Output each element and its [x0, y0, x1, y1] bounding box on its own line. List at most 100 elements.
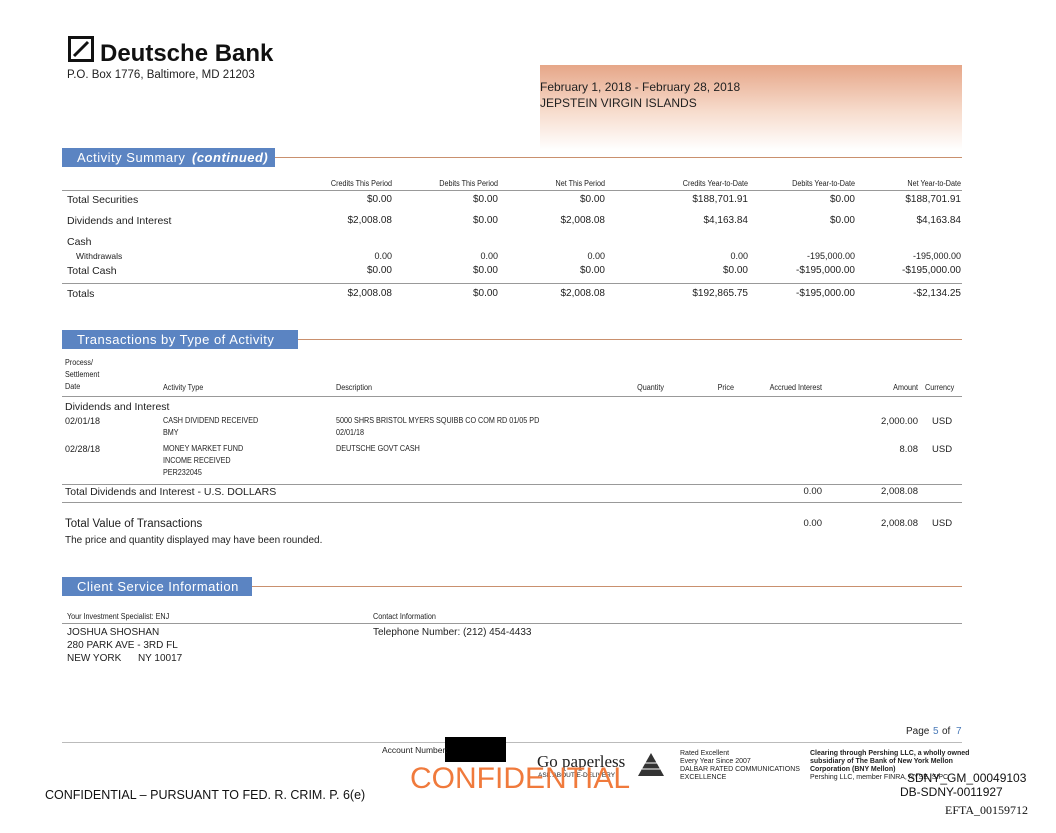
cell: $0.00: [366, 194, 392, 205]
column-header: Amount: [893, 383, 918, 392]
rated-line: Rated Excellent: [680, 750, 730, 757]
cell: $2,008.08: [560, 215, 606, 226]
row-label: Totals: [67, 288, 95, 300]
amount: 2,008.08: [881, 486, 918, 497]
confidential-stamp: CONFIDENTIAL: [410, 762, 631, 795]
activity-type: INCOME RECEIVED: [163, 456, 231, 465]
cell: $4,163.84: [703, 215, 749, 226]
section-title: Activity Summary: [77, 150, 186, 165]
bates-number: EFTA_00159712: [945, 803, 1029, 817]
contact: Telephone Number: (212) 454-4433: [373, 627, 532, 638]
row-label: Dividends and Interest: [67, 215, 172, 227]
section-bar: [62, 330, 298, 349]
cell: $0.00: [366, 265, 392, 276]
column-header: Currency: [925, 383, 955, 392]
section-rule: [298, 339, 962, 340]
cell: $2,008.08: [560, 288, 606, 299]
logo-text: Deutsche Bank: [100, 40, 274, 67]
currency: USD: [932, 416, 953, 427]
cell: $0.00: [829, 215, 855, 226]
section-label: Dividends and Interest: [65, 401, 170, 413]
amount: 2,000.00: [881, 416, 918, 427]
clearing-line: Pershing LLC, member FINRA, NYSE, SIPC: [810, 774, 949, 781]
cell: $0.00: [829, 194, 855, 205]
cell: $4,163.84: [916, 215, 962, 226]
column-header: Debits This Period: [439, 179, 498, 188]
amount: 2,008.08: [881, 518, 918, 529]
section-title-suffix: (continued): [192, 150, 269, 165]
column-header: Accrued Interest: [769, 383, 822, 392]
page-number: 5: [933, 726, 939, 737]
header-box: [540, 65, 962, 150]
cell: $0.00: [472, 215, 498, 226]
activity-type: BMY: [163, 428, 179, 437]
section-rule: [252, 586, 962, 587]
activity-type: MONEY MARKET FUND: [163, 444, 244, 453]
go-paperless: Go paperless: [537, 752, 626, 771]
column-header: Your Investment Specialist: ENJ: [67, 612, 170, 621]
rule: [62, 283, 962, 284]
address-line: JOSHUA SHOSHAN: [67, 627, 160, 638]
column-header: Net This Period: [555, 179, 606, 188]
cell: -$195,000.00: [796, 288, 855, 299]
cell: -195,000.00: [912, 251, 961, 261]
page-of: of: [942, 726, 951, 737]
cell: 0.00: [480, 251, 498, 261]
pyramid-icon: [638, 753, 664, 776]
rule: [62, 742, 962, 743]
section-title: Transactions by Type of Activity: [77, 332, 275, 347]
currency: USD: [932, 518, 953, 529]
total-label: Total Value of Transactions: [65, 518, 203, 530]
period: February 1, 2018 - February 28, 2018: [540, 80, 741, 94]
rule: [62, 396, 962, 397]
column-header: Settlement: [65, 370, 100, 379]
description: 02/01/18: [336, 428, 365, 437]
rated-line: DALBAR RATED COMMUNICATIONS: [680, 766, 800, 773]
column-header: Contact Information: [373, 612, 436, 621]
section-rule: [275, 157, 962, 158]
section-title: Client Service Information: [77, 579, 239, 594]
activity-type: PER232045: [163, 468, 202, 477]
cell: $188,701.91: [905, 194, 961, 205]
bates-number: SDNY_GM_00049103: [907, 771, 1027, 785]
cell: 0.00: [587, 251, 605, 261]
confidential-notice: CONFIDENTIAL – PURSUANT TO FED. R. CRIM.…: [45, 788, 366, 802]
rule: [62, 484, 962, 485]
description: 5000 SHRS BRISTOL MYERS SQUIBB CO COM RD…: [336, 416, 540, 425]
cell: 0.00: [374, 251, 392, 261]
currency: USD: [932, 444, 953, 455]
column-header: Debits Year-to-Date: [792, 179, 855, 188]
address-line: 280 PARK AVE - 3RD FL: [67, 640, 178, 651]
cell: $192,865.75: [692, 288, 748, 299]
rule: [62, 190, 962, 191]
bates-number: DB-SDNY-0011927: [900, 785, 1003, 799]
cell: -$2,134.25: [913, 288, 961, 299]
cell: $0.00: [472, 288, 498, 299]
page-total: 7: [956, 726, 962, 737]
cell: $0.00: [722, 265, 748, 276]
row-label: Cash: [67, 236, 92, 248]
logo-mark: [68, 36, 94, 62]
rule: [62, 623, 962, 624]
column-header: Quantity: [637, 383, 664, 392]
rated-line: EXCELLENCE: [680, 774, 727, 781]
row-label: Total Cash: [67, 265, 117, 277]
cell: $0.00: [579, 194, 605, 205]
date: 02/01/18: [65, 416, 101, 426]
column-header: Credits This Period: [330, 179, 392, 188]
cell: -$195,000.00: [902, 265, 961, 276]
address-line: NEW YORK NY 10017: [67, 653, 183, 664]
cell: $0.00: [472, 194, 498, 205]
amount: 8.08: [899, 444, 919, 455]
column-header: Date: [65, 382, 81, 391]
column-header: Activity Type: [163, 383, 204, 392]
column-header: Price: [717, 383, 734, 392]
clearing-line: subsidiary of The Bank of New York Mello…: [810, 758, 953, 765]
rated-line: Every Year Since 2007: [680, 758, 751, 765]
account-number-label: Account Number:: [382, 745, 448, 755]
column-header: Credits Year-to-Date: [682, 179, 748, 188]
row-label: Withdrawals: [76, 251, 123, 261]
description: DEUTSCHE GOVT CASH: [336, 444, 420, 453]
date: 02/28/18: [65, 444, 101, 454]
